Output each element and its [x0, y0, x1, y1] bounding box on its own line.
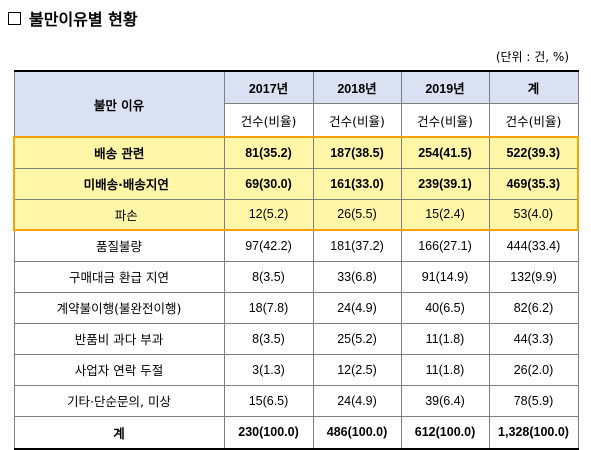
- cell: 254(41.5): [400, 136, 490, 169]
- cell: 444(33.4): [488, 229, 579, 262]
- subheader-2017: 건수(비율): [223, 103, 314, 138]
- cell: 11(1.8): [400, 322, 490, 355]
- cell: 53(4.0): [488, 198, 579, 231]
- table-row: 기타·단순문의, 미상 15(6.5) 24(4.9) 39(6.4) 78(5…: [13, 384, 579, 417]
- row-label: 미배송·배송지연: [13, 167, 225, 200]
- table-row: 구매대금 환급 지연 8(3.5) 33(6.8) 91(14.9) 132(9…: [13, 260, 579, 293]
- header-reason: 불만 이유: [13, 70, 225, 138]
- cell: 26(2.0): [488, 353, 579, 386]
- cell: 97(42.2): [223, 229, 314, 262]
- table-row: 반품비 과다 부과 8(3.5) 25(5.2) 11(1.8) 44(3.3): [13, 322, 579, 355]
- row-label: 계약불이행(불완전이행): [13, 291, 225, 324]
- row-label: 배송 관련: [13, 136, 225, 169]
- page-title: 불만이유별 현황: [8, 6, 138, 30]
- row-label: 파손: [13, 198, 225, 231]
- cell: 12(2.5): [312, 353, 402, 386]
- cell: 24(4.9): [312, 291, 402, 324]
- row-label: 사업자 연락 두절: [13, 353, 225, 386]
- cell: 69(30.0): [223, 167, 314, 200]
- cell: 469(35.3): [488, 167, 579, 200]
- cell: 8(3.5): [223, 322, 314, 355]
- table-row: 계약불이행(불완전이행) 18(7.8) 24(4.9) 40(6.5) 82(…: [13, 291, 579, 324]
- cell: 239(39.1): [400, 167, 490, 200]
- cell: 522(39.3): [488, 136, 579, 169]
- cell: 40(6.5): [400, 291, 490, 324]
- cell: 187(38.5): [312, 136, 402, 169]
- cell: 91(14.9): [400, 260, 490, 293]
- subheader-2018: 건수(비율): [312, 103, 402, 138]
- cell: 181(37.2): [312, 229, 402, 262]
- cell: 39(6.4): [400, 384, 490, 417]
- cell: 15(2.4): [400, 198, 490, 231]
- header-2017: 2017년: [223, 70, 314, 104]
- cell: 161(33.0): [312, 167, 402, 200]
- cell: 44(3.3): [488, 322, 579, 355]
- row-label: 기타·단순문의, 미상: [13, 384, 225, 417]
- table-row: 사업자 연락 두절 3(1.3) 12(2.5) 11(1.8) 26(2.0): [13, 353, 579, 386]
- table-row: 미배송·배송지연 69(30.0) 161(33.0) 239(39.1) 46…: [13, 167, 579, 200]
- cell: 15(6.5): [223, 384, 314, 417]
- header-2019: 2019년: [400, 70, 490, 104]
- header-2018: 2018년: [312, 70, 402, 104]
- header-total: 계: [488, 70, 579, 104]
- title-text: 불만이유별 현황: [29, 10, 138, 29]
- cell: 82(6.2): [488, 291, 579, 324]
- cell: 12(5.2): [223, 198, 314, 231]
- row-label: 구매대금 환급 지연: [13, 260, 225, 293]
- cell: 25(5.2): [312, 322, 402, 355]
- cell: 8(3.5): [223, 260, 314, 293]
- cell: 33(6.8): [312, 260, 402, 293]
- subheader-total: 건수(비율): [488, 103, 579, 138]
- table-row: 배송 관련 81(35.2) 187(38.5) 254(41.5) 522(3…: [13, 136, 579, 169]
- cell: 166(27.1): [400, 229, 490, 262]
- row-label: 품질불량: [13, 229, 225, 262]
- subheader-2019: 건수(비율): [400, 103, 490, 138]
- table-row: 품질불량 97(42.2) 181(37.2) 166(27.1) 444(33…: [13, 229, 579, 262]
- cell: 24(4.9): [312, 384, 402, 417]
- unit-label: (단위 : 건, %): [495, 50, 569, 64]
- checkbox-square-icon: [8, 11, 21, 25]
- complaint-table: 불만 이유 2017년 2018년 2019년 계 건수(비율) 건수(비율) …: [13, 70, 579, 450]
- cell: 26(5.5): [312, 198, 402, 231]
- row-label: 반품비 과다 부과: [13, 322, 225, 355]
- cell: 78(5.9): [488, 384, 579, 417]
- cell: 11(1.8): [400, 353, 490, 386]
- table-row: 파손 12(5.2) 26(5.5) 15(2.4) 53(4.0): [13, 198, 579, 231]
- cell: 18(7.8): [223, 291, 314, 324]
- cell: 81(35.2): [223, 136, 314, 169]
- cell: 132(9.9): [488, 260, 579, 293]
- cell: 3(1.3): [223, 353, 314, 386]
